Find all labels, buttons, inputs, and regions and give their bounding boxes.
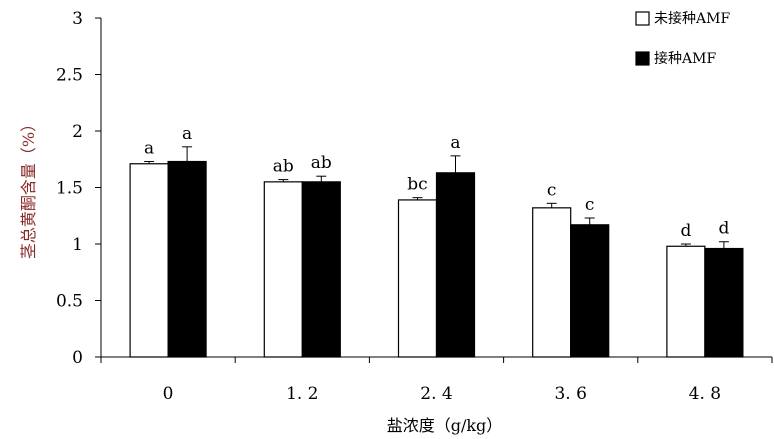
significance-label: a: [450, 133, 460, 153]
y-axis-title: 茎总黄酮含量（%）: [19, 116, 38, 259]
bar-uninoculated: [397, 199, 438, 358]
bar-uninoculated: [666, 245, 706, 358]
x-tick-label: 2. 4: [420, 384, 452, 404]
y-tick-label: 1: [72, 235, 83, 255]
legend: 未接种AMF 接种AMF: [635, 10, 730, 67]
significance-label: bc: [407, 175, 427, 195]
significance-label: d: [680, 221, 691, 241]
significance-label: d: [718, 219, 729, 239]
bar-inoculated: [570, 224, 610, 358]
bar-uninoculated: [532, 207, 572, 358]
x-tick-label: 4. 8: [689, 384, 721, 404]
significance-label: ab: [273, 157, 294, 177]
significance-label: c: [585, 195, 595, 215]
bar-uninoculated: [263, 181, 303, 358]
y-tick-label: 0: [72, 348, 83, 368]
x-tick-label: 0: [163, 384, 174, 404]
significance-labels: a ab bc c d a ab a c d: [144, 124, 729, 241]
y-tick-label: 3: [72, 9, 83, 29]
bar-inoculated: [435, 172, 476, 358]
significance-label: a: [182, 124, 192, 144]
legend-label-uninoculated: 未接种AMF: [654, 10, 730, 27]
legend-label-inoculated: 接种AMF: [654, 50, 716, 67]
y-tick-label: 1.5: [56, 179, 83, 199]
x-tick-label: 3. 6: [554, 384, 586, 404]
legend-swatch-uninoculated: [635, 11, 650, 26]
bars: [129, 146, 744, 358]
significance-label: a: [144, 139, 154, 159]
bar-inoculated: [167, 160, 207, 358]
bar-inoculated: [704, 247, 744, 358]
y-tick-label: 2.5: [56, 66, 83, 86]
legend-swatch-inoculated: [635, 51, 650, 66]
significance-label: ab: [311, 153, 332, 173]
x-axis-title: 盐浓度（g/kg）: [387, 416, 503, 435]
y-tick-label: 0.5: [56, 292, 83, 312]
x-tick-label: 1. 2: [286, 384, 318, 404]
axes: 0 0.5 1 1.5 2 2.5 3 0 1. 2 2. 4 3. 6 4. 8: [56, 9, 773, 404]
significance-label: c: [547, 180, 557, 200]
bar-uninoculated: [129, 163, 169, 358]
y-tick-label: 2: [72, 122, 83, 142]
bar-inoculated: [301, 181, 341, 358]
